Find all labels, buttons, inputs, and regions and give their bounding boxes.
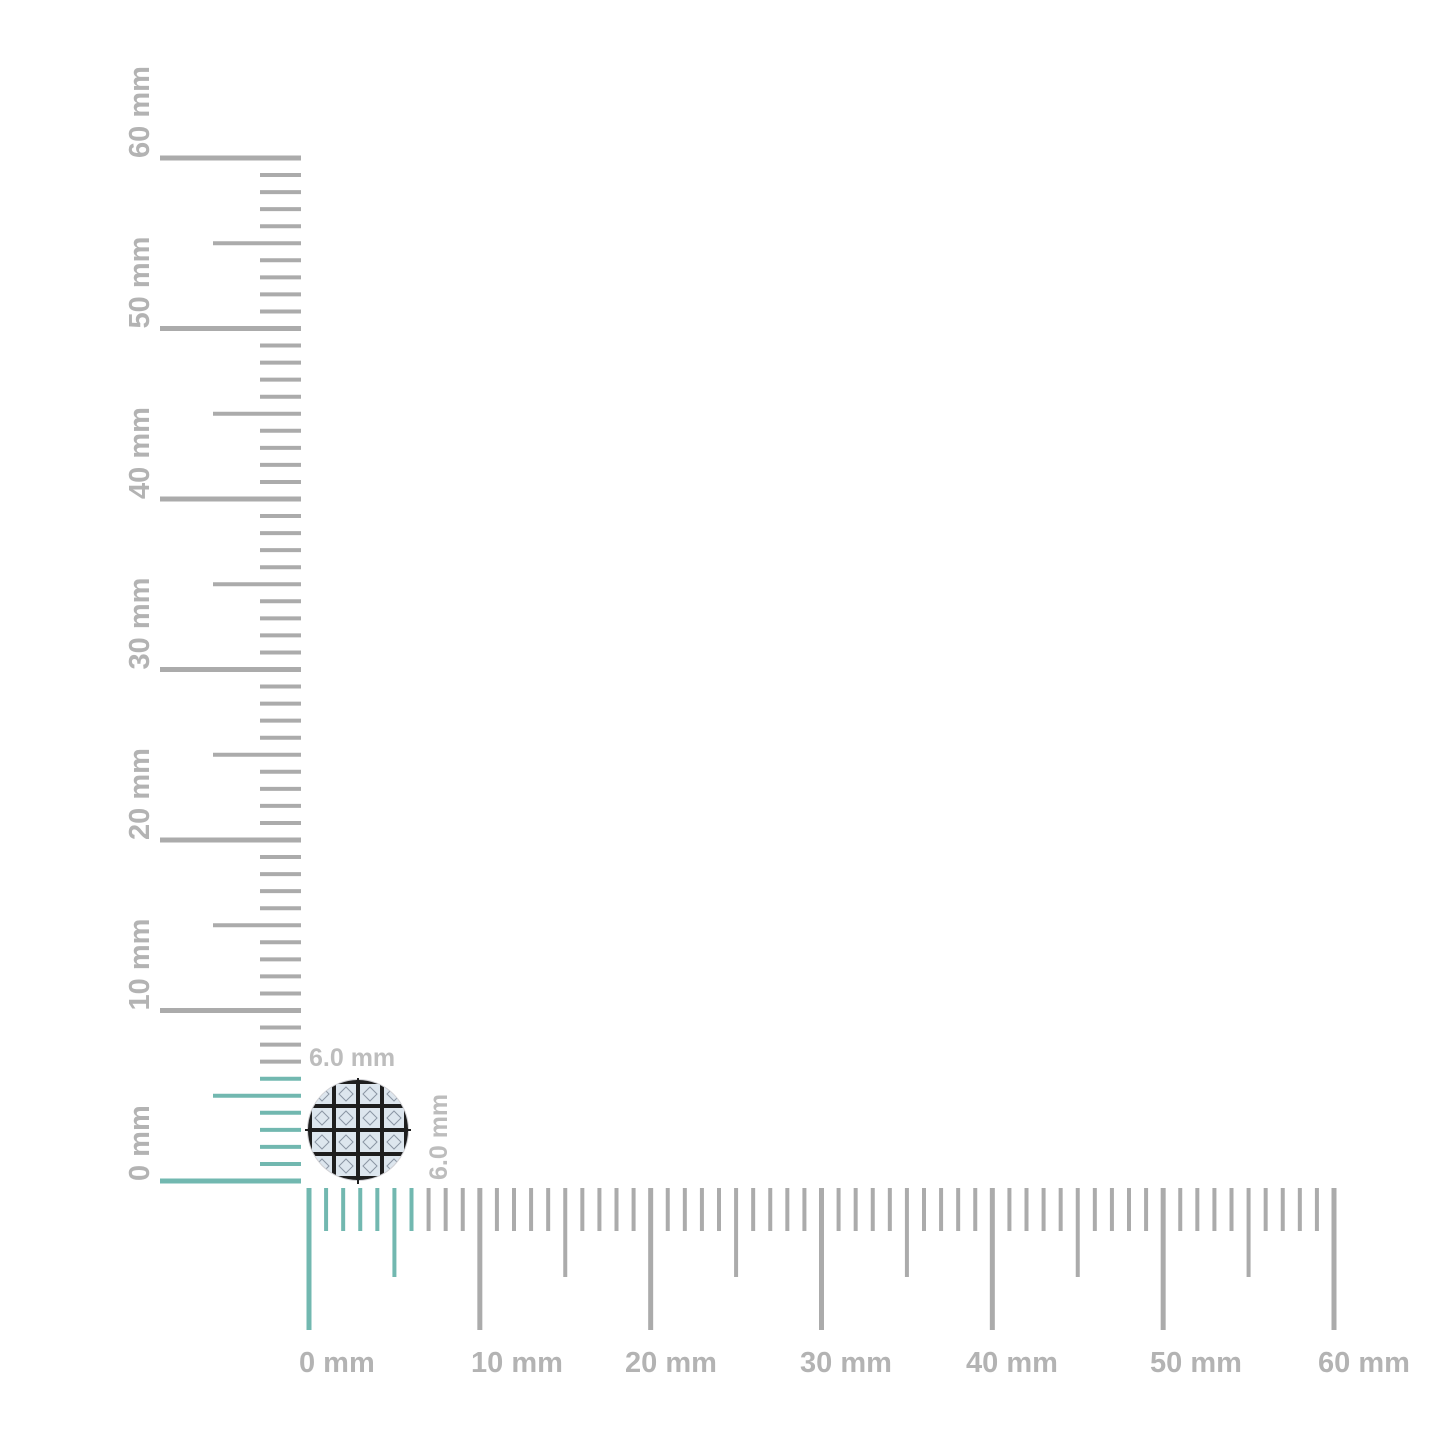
vertical-ruler [160,155,301,1184]
diamond-stone [360,1108,380,1128]
vertical-tick-label: 30 mm [124,578,156,670]
horizontal-tick-label: 40 mm [966,1347,1058,1379]
horizontal-tick-label: 0 mm [299,1347,375,1379]
horizontal-tick-label: 60 mm [1318,1347,1410,1379]
height-dimension-label: 6.0 mm [425,1094,453,1180]
diamond-stone [360,1084,380,1104]
diamond-stone [312,1132,332,1152]
horizontal-tick-label: 30 mm [800,1347,892,1379]
vertical-tick-label: 0 mm [124,1105,156,1181]
vertical-ruler-labels: 0 mm 10 mm 20 mm 30 mm 40 mm 50 mm 60 mm [124,66,156,1181]
vertical-tick-label: 40 mm [124,407,156,499]
product-stud-icon [305,1078,411,1184]
horizontal-tick-label: 50 mm [1150,1347,1242,1379]
diamond-stone [336,1084,356,1104]
horizontal-ruler [306,1188,1337,1330]
horizontal-tick-label: 20 mm [625,1347,717,1379]
diamond-stone [384,1132,404,1152]
diamond-stone [312,1108,332,1128]
horizontal-ruler-labels: 0 mm 10 mm 20 mm 30 mm 40 mm 50 mm 60 mm [299,1347,1410,1379]
vertical-tick-label: 60 mm [124,66,156,158]
vertical-tick-label: 50 mm [124,237,156,329]
diamond-stone [360,1156,380,1176]
diamond-stone [336,1132,356,1152]
width-dimension-label: 6.0 mm [309,1044,395,1072]
diamond-stone [384,1108,404,1128]
diamond-stone [336,1156,356,1176]
vertical-tick-label: 10 mm [124,919,156,1011]
diamond-stone [360,1132,380,1152]
horizontal-tick-label: 10 mm [471,1347,563,1379]
diamond-stone [336,1108,356,1128]
vertical-tick-label: 20 mm [124,748,156,840]
